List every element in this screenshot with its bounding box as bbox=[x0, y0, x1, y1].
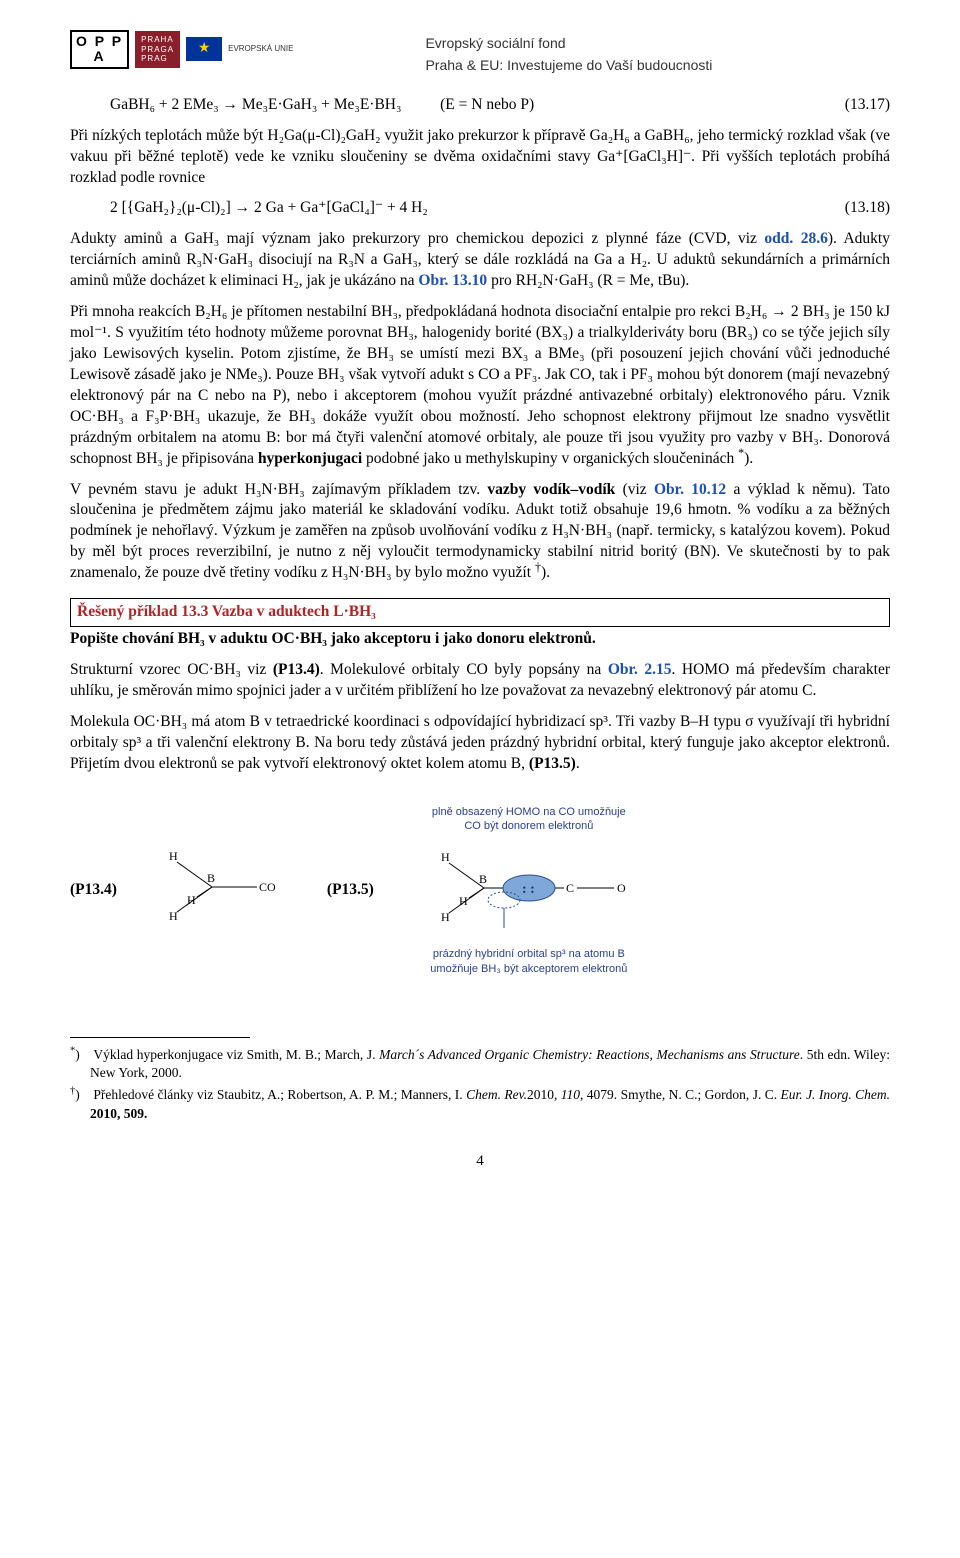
svg-text:H: H bbox=[459, 894, 468, 908]
svg-text:H: H bbox=[169, 849, 178, 863]
ref-obr-10-12: Obr. 10.12 bbox=[654, 481, 726, 498]
logo-oppa: O P P A bbox=[70, 30, 129, 69]
para-3: Při mnoha reakcích B₂H₆ je přítomen nest… bbox=[70, 302, 890, 469]
p3-c: podobné jako u methylskupiny v organický… bbox=[362, 450, 738, 467]
fn2-f: Eur. J. Inorg. Chem. bbox=[781, 1087, 890, 1102]
fig-label-p13-4: (P13.4) bbox=[70, 880, 117, 901]
para-4: V pevném stavu je adukt H₃N·BH₃ zajímavý… bbox=[70, 480, 890, 585]
para-6: Molekula OC·BH₃ má atom B v tetraedrické… bbox=[70, 712, 890, 775]
p2-e: pro RH₂N·GaH₃ (R = Me, tBu). bbox=[487, 272, 689, 289]
header-text: Evropský sociální fond Praha & EU: Inves… bbox=[305, 30, 890, 77]
term-vazba-hh: vazby vodík–vodík bbox=[487, 481, 615, 498]
fig-label-p13-5: (P13.5) bbox=[327, 880, 374, 901]
fn2-d: 110 bbox=[561, 1087, 580, 1102]
fn2-g: 2010, 509. bbox=[90, 1106, 147, 1121]
header-line2: Praha & EU: Investujeme do Vaší budoucno… bbox=[425, 54, 890, 76]
term-hyperkonjugace: hyperkonjugaci bbox=[258, 450, 362, 467]
fn2-b: Chem. Rev. bbox=[466, 1087, 527, 1102]
para-1: Při nízkých teplotách může být H₂Ga(μ-Cl… bbox=[70, 126, 890, 189]
equation-13-18: 2 [{GaH₂}₂(μ-Cl)₂] → 2 Ga + Ga⁺[GaCl₄]⁻ … bbox=[70, 198, 890, 219]
fn2-e: , 4079. Smythe, N. C.; Gordon, J. C. bbox=[580, 1087, 781, 1102]
para-2: Adukty aminů a GaH₃ mají význam jako pre… bbox=[70, 229, 890, 292]
fig-p13-5-svg: plně obsazený HOMO na CO umožňuje CO být… bbox=[414, 805, 644, 977]
page-header: O P P A PRAHA PRAGA PRAG ★ EVROPSKÁ UNIE… bbox=[70, 30, 890, 77]
equation-13-17: GaBH₆ + 2 EMe₃ → Me₃E·GaH₃ + Me₃E·BH₃ (E… bbox=[70, 95, 890, 116]
fig-caption-top: plně obsazený HOMO na CO umožňuje CO být… bbox=[414, 805, 644, 835]
p3-d: ). bbox=[744, 450, 753, 467]
p2-a: Adukty aminů a GaH₃ mají význam jako pre… bbox=[70, 230, 764, 247]
eq-body: GaBH₆ + 2 EMe₃ → Me₃E·GaH₃ + Me₃E·BH₃ (E… bbox=[70, 95, 534, 116]
svg-text:B: B bbox=[207, 871, 215, 885]
logo-eu: ★ EVROPSKÁ UNIE bbox=[186, 37, 293, 61]
eu-label: EVROPSKÁ UNIE bbox=[228, 44, 293, 55]
p3-a: Při mnoha reakcích B₂H₆ je přítomen nest… bbox=[70, 303, 890, 466]
p4-c: (viz bbox=[615, 481, 654, 498]
p5-c: . Molekulové orbitaly CO byly popsány na bbox=[320, 661, 608, 678]
oppa-bottom: A bbox=[76, 49, 123, 64]
p4-f: ). bbox=[541, 564, 550, 581]
svg-text:H: H bbox=[169, 909, 178, 923]
ref-p13-5: (P13.5) bbox=[529, 755, 576, 772]
p6-a: Molekula OC·BH₃ má atom B v tetraedrické… bbox=[70, 713, 890, 772]
fn1-b: March´s Advanced Organic Chemistry: Reac… bbox=[379, 1047, 800, 1062]
example-box-title: Řešený příklad 13.3 Vazba v aduktech L·B… bbox=[70, 598, 890, 627]
ref-odd-28-6: odd. 28.6 bbox=[764, 230, 827, 247]
footnote-2: †) Přehledové články viz Staubitz, A.; R… bbox=[70, 1086, 890, 1122]
svg-text:H: H bbox=[441, 850, 450, 864]
svg-text:CO: CO bbox=[259, 880, 276, 894]
logo-block: O P P A PRAHA PRAGA PRAG ★ EVROPSKÁ UNIE bbox=[70, 30, 293, 69]
figure-row: (P13.4) H H H B CO (P13.5) plně obsazený… bbox=[70, 805, 890, 977]
svg-text:B: B bbox=[479, 872, 487, 886]
p5-a: Strukturní vzorec OC·BH₃ viz bbox=[70, 661, 273, 678]
fn1-a: Výklad hyperkonjugace viz Smith, M. B.; … bbox=[93, 1047, 379, 1062]
p4-a: V pevném stavu je adukt H₃N·BH₃ zajímavý… bbox=[70, 481, 487, 498]
ref-p13-4: (P13.4) bbox=[273, 661, 320, 678]
p6-c: . bbox=[576, 755, 580, 772]
svg-text:: :: : : bbox=[522, 882, 535, 897]
page-number: 4 bbox=[70, 1151, 890, 1171]
ref-obr-2-15: Obr. 2.15 bbox=[608, 661, 672, 678]
eu-flag-icon: ★ bbox=[186, 37, 222, 61]
svg-text:H: H bbox=[441, 910, 450, 924]
footnote-2-marker: †) bbox=[70, 1086, 90, 1104]
eq-num: (13.18) bbox=[845, 198, 890, 219]
fig-caption-bottom: prázdný hybridní orbital sp³ na atomu B … bbox=[414, 947, 644, 977]
para-5: Strukturní vzorec OC·BH₃ viz (P13.4). Mo… bbox=[70, 660, 890, 702]
fig-p13-4-svg: H H H B CO bbox=[157, 842, 287, 939]
header-line1: Evropský sociální fond bbox=[425, 32, 890, 54]
logo-praga: PRAHA PRAGA PRAG bbox=[135, 31, 180, 68]
eq-num: (13.17) bbox=[845, 95, 890, 116]
footnote-rule bbox=[70, 1037, 250, 1038]
svg-text:C: C bbox=[566, 881, 574, 895]
svg-text:H: H bbox=[187, 893, 196, 907]
footnote-1: *) Výklad hyperkonjugace viz Smith, M. B… bbox=[70, 1046, 890, 1082]
oppa-top: O P P bbox=[76, 34, 123, 49]
svg-text:O: O bbox=[617, 881, 626, 895]
fn2-a: Přehledové články viz Staubitz, A.; Robe… bbox=[93, 1087, 466, 1102]
footnote-1-marker: *) bbox=[70, 1046, 90, 1064]
eq-body: 2 [{GaH₂}₂(μ-Cl)₂] → 2 Ga + Ga⁺[GaCl₄]⁻ … bbox=[70, 198, 428, 219]
ref-obr-13-10: Obr. 13.10 bbox=[418, 272, 487, 289]
fn2-c: 2010, bbox=[527, 1087, 561, 1102]
example-subtitle: Popište chování BH₃ v aduktu OC·BH₃ jako… bbox=[70, 629, 890, 650]
